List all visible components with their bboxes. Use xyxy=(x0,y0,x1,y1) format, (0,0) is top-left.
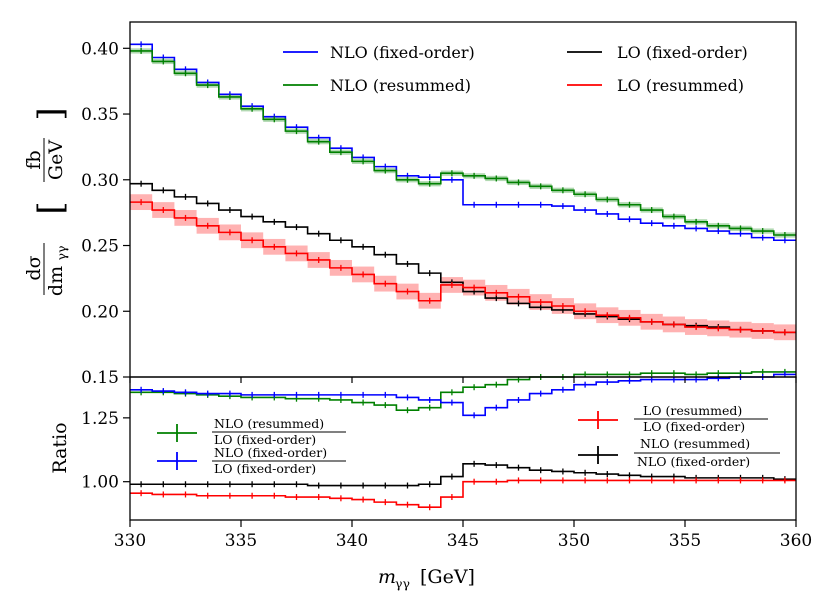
ratio-legend-entry-4: NLO (resummed) NLO (fixed-order) xyxy=(578,436,780,469)
ylabel-bracket-open: [ xyxy=(31,201,71,214)
ratio-series-2 xyxy=(130,463,796,487)
ylabel-bracket-close: ] xyxy=(31,107,71,120)
xtick-label-4: 350 xyxy=(558,531,590,551)
xtick-label-3: 345 xyxy=(447,531,479,551)
ratio-legend: NLO (resummed) LO (fixed-order) NLO (fix… xyxy=(157,403,780,476)
main-series-3 xyxy=(130,201,796,334)
ratio-series-3 xyxy=(130,479,796,509)
ratio-legend-den-3: LO (fixed-order) xyxy=(643,419,745,434)
ratio-legend-num-2: NLO (fixed-order) xyxy=(214,445,327,460)
main-ytick-label-1: 0.20 xyxy=(81,302,119,322)
ratio-y-axis-title: Ratio xyxy=(49,422,71,473)
xtick-label-6: 360 xyxy=(780,531,812,551)
xlabel-unit: [GeV] xyxy=(420,566,475,588)
main-series-lines xyxy=(130,41,796,336)
xlabel-m: m xyxy=(378,566,396,588)
xtick-label-0: 330 xyxy=(114,531,146,551)
ratio-legend-den-2: LO (fixed-order) xyxy=(214,461,316,476)
ylabel-dm: dm xyxy=(45,266,67,296)
ratio-series-1 xyxy=(130,373,796,417)
ratio-plot-frame xyxy=(129,376,797,521)
xtick-label-1: 335 xyxy=(225,531,257,551)
main-series-1 xyxy=(130,50,796,236)
ratio-legend-num-1: NLO (resummed) xyxy=(214,416,324,431)
main-ytick-label-2: 0.25 xyxy=(81,237,119,257)
main-ytick-label-0: 0.15 xyxy=(81,368,119,388)
ratio-legend-num-3: LO (resummed) xyxy=(643,403,742,418)
legend-lo-fixed: LO (fixed-order) xyxy=(617,43,748,62)
ylabel-dsigma: dσ xyxy=(23,255,45,280)
legend-nlo-fixed: NLO (fixed-order) xyxy=(330,43,475,62)
ratio-series-lines xyxy=(130,368,796,511)
ratio-legend-den-1: LO (fixed-order) xyxy=(214,432,316,447)
ratio-ytick-label-1: 1.25 xyxy=(81,409,119,429)
main-ytick-label-3: 0.30 xyxy=(81,171,119,191)
legend-lo-resummed: LO (resummed) xyxy=(617,76,744,95)
ylabel-dm-sub: γγ xyxy=(54,246,69,261)
main-legend: NLO (fixed-order) NLO (resummed) LO (fix… xyxy=(283,43,748,95)
ratio-legend-entry-2: NLO (fixed-order) LO (fixed-order) xyxy=(157,445,346,476)
ratio-series-0 xyxy=(130,371,796,411)
ratio-legend-entry-3: LO (resummed) LO (fixed-order) xyxy=(578,403,768,434)
ratio-legend-den-4: NLO (fixed-order) xyxy=(637,454,750,469)
ratio-legend-num-4: NLO (resummed) xyxy=(640,436,750,451)
main-y-axis-title: dσ dm γγ [ fb GeV ] xyxy=(23,107,71,296)
main-ytick-label-4: 0.35 xyxy=(81,105,119,125)
axis-ticks: 0.15 0.20 0.25 0.30 0.35 0.40 1.00 1.25 330 335 34… xyxy=(81,39,812,551)
legend-nlo-resummed: NLO (resummed) xyxy=(330,76,471,95)
x-axis-title: m γγ [GeV] xyxy=(378,566,475,591)
main-ytick-label-5: 0.40 xyxy=(81,39,119,59)
main-series-2 xyxy=(130,182,796,334)
xlabel-sub: γγ xyxy=(395,576,410,591)
ratio-ytick-label-0: 1.00 xyxy=(81,473,119,493)
xtick-label-2: 340 xyxy=(336,531,368,551)
ratio-legend-entry-1: NLO (resummed) LO (fixed-order) xyxy=(157,416,346,447)
ylabel-gev: GeV xyxy=(45,140,67,180)
ylabel-fb: fb xyxy=(23,150,45,169)
xtick-label-5: 355 xyxy=(669,531,701,551)
